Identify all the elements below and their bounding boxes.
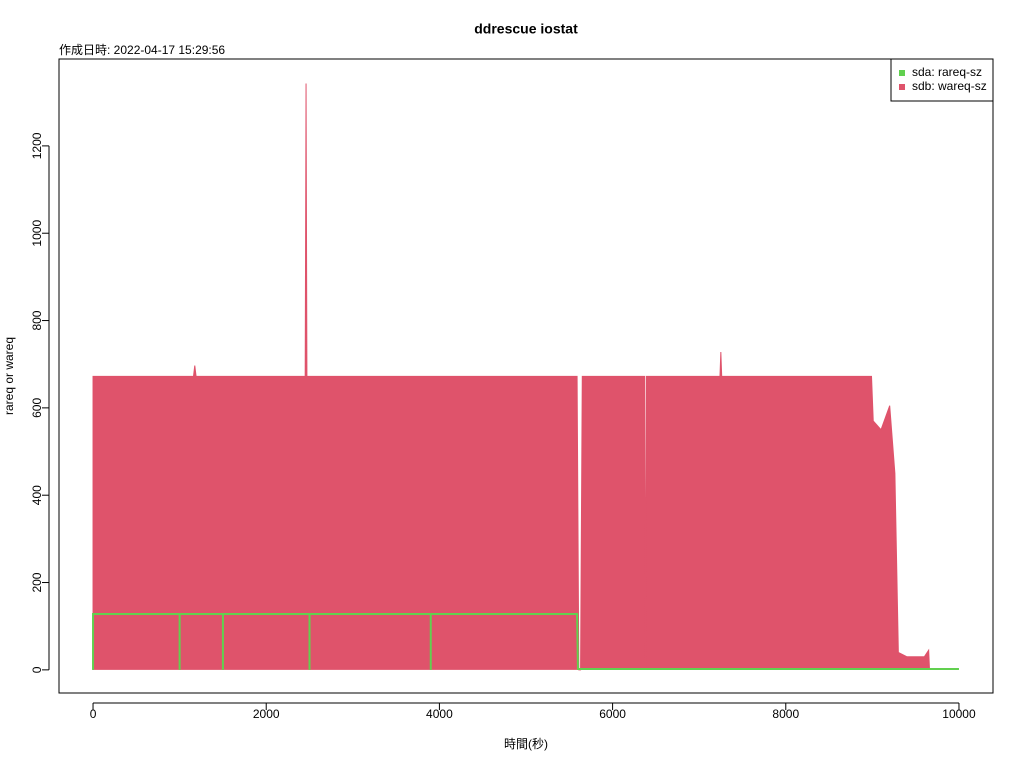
series-line — [92, 612, 959, 670]
x-tick-label: 0 — [90, 707, 97, 721]
y-axis-label: rareq or wareq — [2, 337, 16, 415]
chart-title: ddrescue iostat — [474, 21, 578, 37]
x-tick-label: 2000 — [253, 707, 280, 721]
subtitle: 作成日時: 2022-04-17 15:29:56 — [59, 43, 225, 57]
legend-box — [890, 58, 994, 102]
x-axis-label: 時間(秒) — [504, 737, 548, 751]
y-tick-label: 0 — [30, 666, 44, 673]
legend-swatch — [899, 84, 905, 90]
y-tick-label: 200 — [30, 572, 44, 592]
x-tick-label: 8000 — [772, 707, 799, 721]
y-tick-label: 800 — [30, 310, 44, 330]
series-line — [92, 83, 931, 671]
y-tick-label: 1000 — [30, 220, 44, 247]
legend-label: sda: rareq-sz — [912, 65, 982, 79]
y-tick-label: 600 — [30, 398, 44, 418]
x-tick-label: 6000 — [599, 707, 626, 721]
legend-label: sdb: wareq-sz — [912, 79, 987, 93]
plot-frame — [58, 58, 994, 694]
x-tick-label: 10000 — [942, 707, 976, 721]
x-tick-label: 4000 — [426, 707, 453, 721]
y-tick-label: 400 — [30, 485, 44, 505]
y-tick-label: 1200 — [30, 132, 44, 159]
legend-swatch — [899, 70, 905, 76]
